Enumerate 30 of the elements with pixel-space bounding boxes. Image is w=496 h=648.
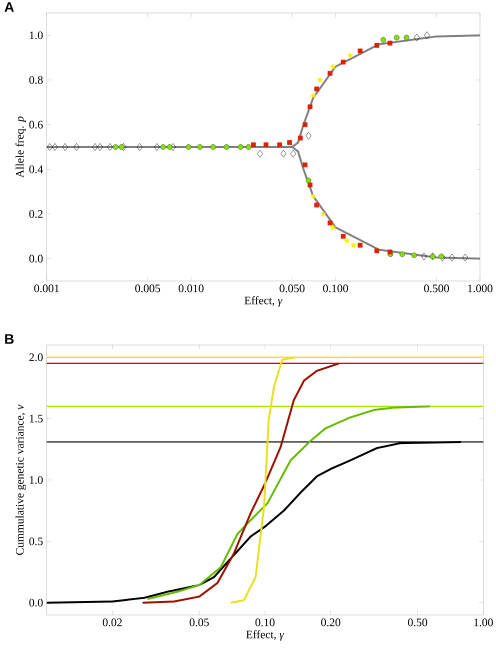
chart-title: B — [5, 334, 14, 344]
x-tick-label: 0.05 — [190, 618, 209, 626]
x-tick-label: 1.00 — [474, 618, 493, 626]
y-tick-label: 1.0 — [30, 476, 43, 484]
x-tick-label: 0.20 — [321, 618, 340, 626]
y-tick-label: 0.4 — [29, 165, 43, 174]
y-tick-label: 0.6 — [29, 120, 43, 129]
x-tick-label: 0.500 — [424, 284, 449, 292]
x-tick-label: 0.50 — [408, 618, 428, 626]
x-tick-label: 0.100 — [323, 284, 348, 292]
x-tick-label: 0.02 — [102, 618, 122, 626]
y-tick-label: 1.5 — [30, 414, 43, 422]
x-axis-title: Effect, γ — [244, 296, 282, 307]
x-tick-label: 0.010 — [178, 284, 204, 292]
y-tick-label: 0.0 — [29, 254, 43, 263]
y-tick-label: 0.0 — [29, 598, 43, 607]
x-tick-label: 1.000 — [468, 284, 492, 292]
y-axis-title: Cummulative genetic variance, v — [16, 404, 26, 555]
y-tick-label: 0.2 — [29, 210, 43, 218]
y-tick-label: 1.0 — [30, 31, 43, 40]
x-tick-label: 0.050 — [280, 284, 305, 292]
y-tick-label: 0.5 — [29, 537, 43, 546]
y-tick-label: 0.8 — [29, 76, 43, 84]
x-tick-label: 0.005 — [135, 284, 160, 292]
x-tick-label: 0.10 — [255, 618, 275, 626]
y-axis-title: Allele freq. p — [15, 116, 26, 178]
chart-title: A — [4, 2, 14, 12]
x-axis-title: Effect, γ — [246, 630, 284, 641]
x-tick-label: 0.001 — [34, 284, 59, 292]
y-tick-label: 2.0 — [29, 353, 43, 362]
